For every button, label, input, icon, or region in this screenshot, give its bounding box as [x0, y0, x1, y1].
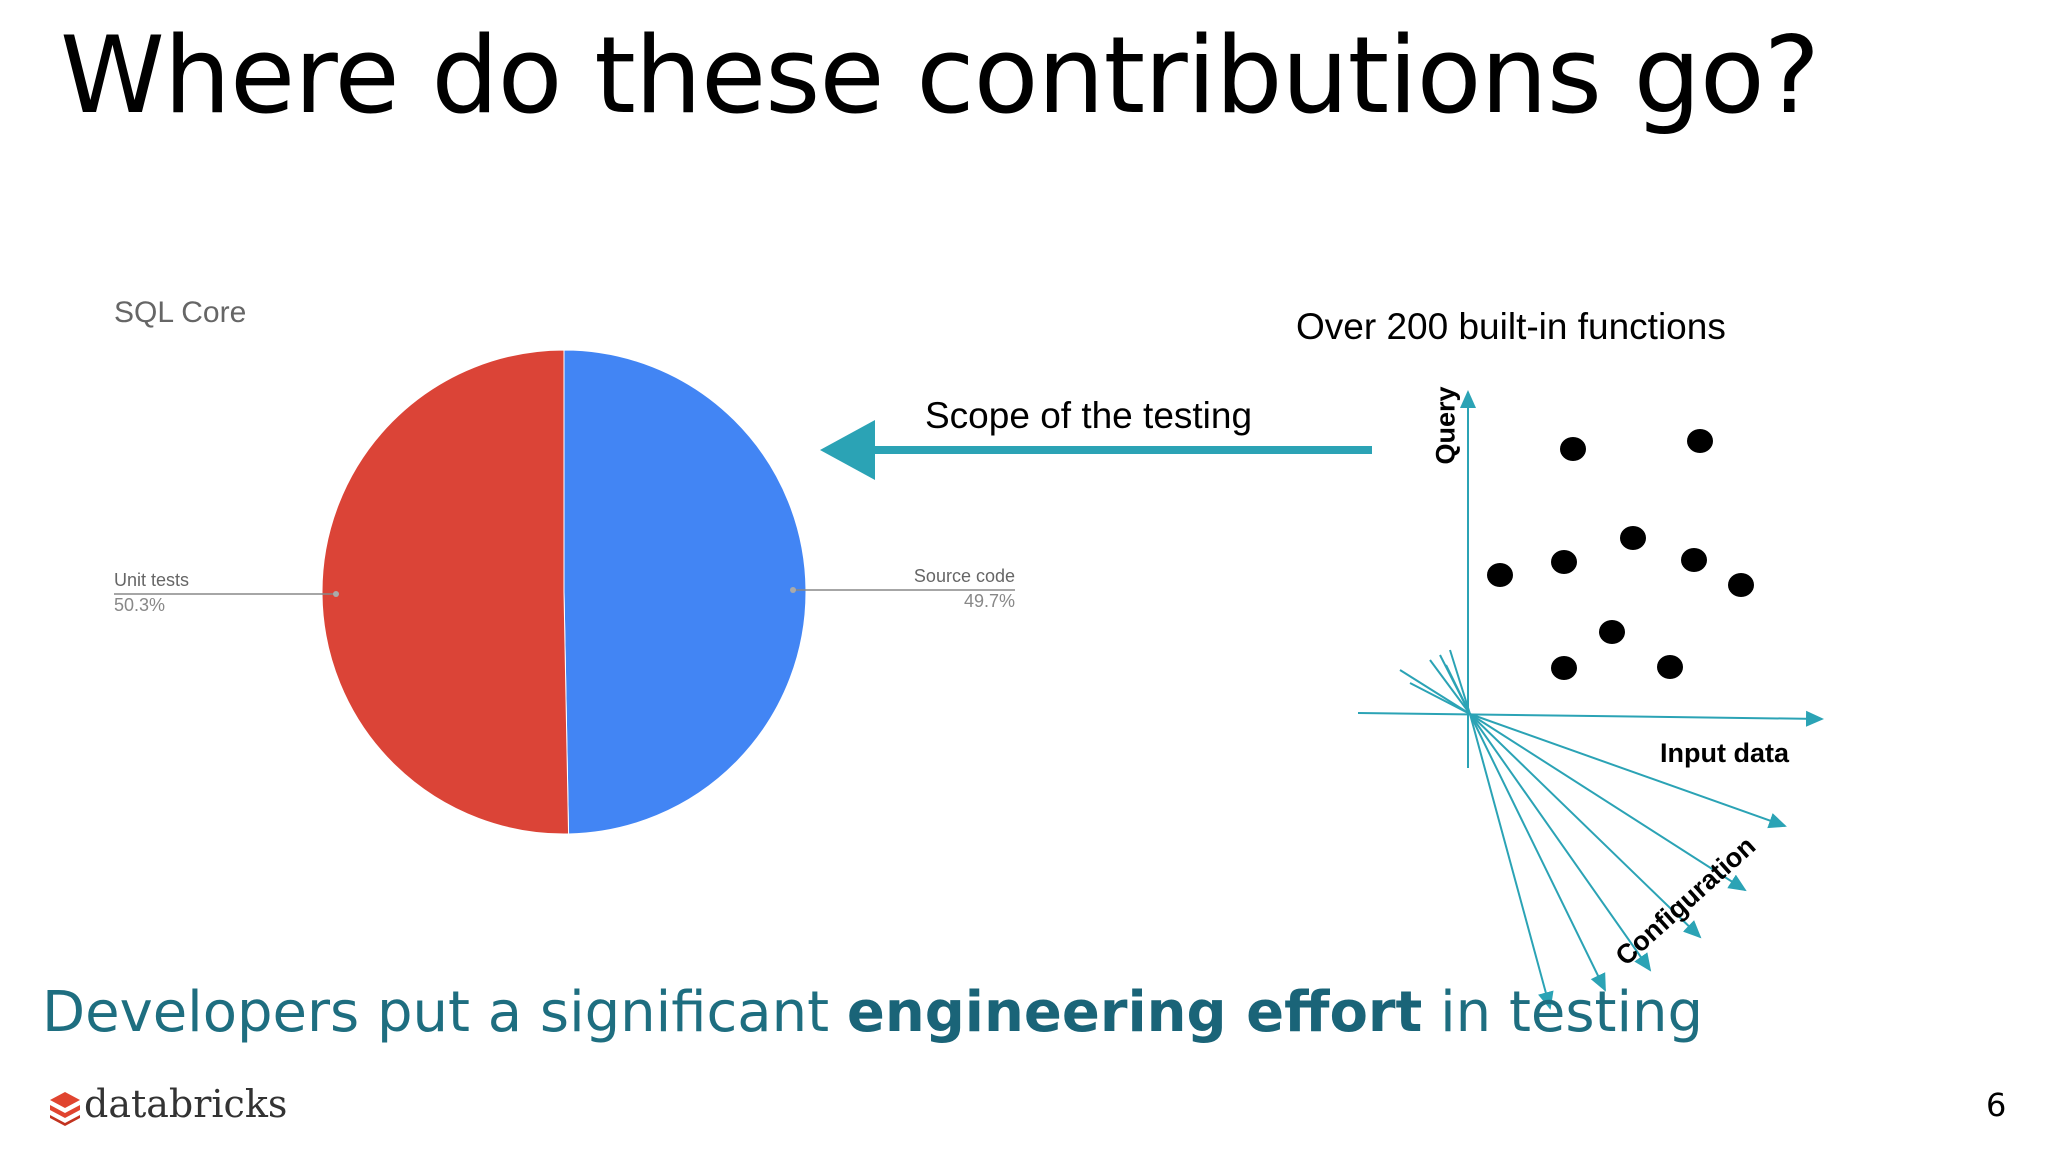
function-dot	[1681, 548, 1707, 572]
databricks-logo-text: databricks	[84, 1082, 288, 1126]
input-axis	[1357, 710, 1824, 727]
tagline-emphasis: engineering effort	[846, 980, 1423, 1045]
function-dot	[1560, 437, 1586, 461]
chart-title: SQL Core	[114, 296, 247, 329]
axis-label-query: Query	[1430, 386, 1461, 465]
function-dot	[1728, 573, 1754, 597]
scope-arrow-head	[820, 420, 875, 480]
function-dot	[1657, 655, 1683, 679]
configuration-lines	[1399, 649, 1787, 1010]
tagline-suffix: in testing	[1422, 980, 1704, 1045]
scope-label: Scope of the testing	[925, 395, 1253, 436]
functions-label: Over 200 built-in functions	[1296, 306, 1726, 347]
axis-label-input-data: Input data	[1660, 738, 1789, 768]
slice-value-source-code: 49.7%	[963, 591, 1015, 611]
function-dot	[1551, 656, 1577, 680]
slice-label-unit-tests: Unit tests	[114, 570, 190, 590]
leader-dot-unit-tests	[333, 591, 339, 597]
tagline: Developers put a significant engineering…	[42, 980, 1703, 1045]
slice-value-unit-tests: 50.3%	[114, 595, 166, 615]
page-number: 6	[1986, 1086, 2007, 1124]
tagline-prefix: Developers put a significant	[42, 980, 847, 1045]
function-dot	[1551, 550, 1577, 574]
function-dot	[1487, 563, 1513, 587]
databricks-logo-icon	[50, 1092, 80, 1126]
function-dot	[1599, 620, 1625, 644]
function-dot	[1687, 429, 1713, 453]
slice-label-source-code: Source code	[913, 566, 1015, 586]
slide-title: Where do these contributions go?	[60, 14, 1820, 137]
function-points	[1487, 429, 1754, 680]
leader-dot-source-code	[790, 587, 796, 593]
function-dot	[1620, 526, 1646, 550]
